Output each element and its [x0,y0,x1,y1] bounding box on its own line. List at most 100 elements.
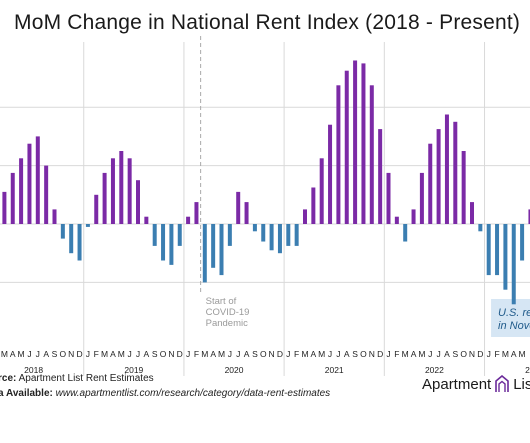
year-label: 2021 [325,365,344,375]
month-tick-label: M [101,349,108,359]
month-tick-label: N [68,349,74,359]
bar [461,151,466,224]
bar [378,129,383,224]
year-label: 2019 [124,365,143,375]
bar [244,202,249,224]
month-tick-label: A [10,349,16,359]
bar [319,158,324,224]
month-tick-label: D [377,349,383,359]
bar [311,187,316,224]
month-tick-label: F [194,349,199,359]
bar [520,224,525,261]
bar [386,172,391,224]
month-tick-label: J [428,349,432,359]
bar [486,224,491,276]
month-tick-label: M [301,349,308,359]
source-label: rce: [0,373,17,384]
bar [436,129,441,224]
bar [27,143,32,224]
month-tick-label: J [286,349,290,359]
bar [52,209,57,224]
month-tick-label: J [436,349,440,359]
month-tick-label: S [452,349,458,359]
callout-text: in Novemb [498,320,530,332]
bar [94,194,99,224]
month-tick-label: S [252,349,258,359]
month-tick-label: M [1,349,8,359]
bar [419,172,424,224]
bar [403,224,408,242]
bar [303,209,307,224]
chart-title: MoM Change in National Rent Index (2018 … [14,11,521,34]
bar [453,121,458,224]
bar [2,191,7,224]
month-tick-label: M [118,349,125,359]
bar [478,224,483,232]
bar [144,216,149,224]
bar [35,136,40,224]
month-tick-label: J [386,349,390,359]
month-tick-label: J [236,349,240,359]
bar [152,224,157,246]
year-label: 2022 [425,365,444,375]
bar [69,224,74,254]
month-tick-label: M [402,349,409,359]
month-tick-label: M [418,349,425,359]
month-tick-label: J [328,349,332,359]
month-tick-label: A [43,349,49,359]
month-tick-label: A [144,349,150,359]
bar [294,224,299,246]
callout-box [491,299,530,337]
month-tick-label: J [487,349,491,359]
brand-logo: Apartment Lis [422,371,530,397]
month-tick-label: J [136,349,140,359]
month-tick-label: J [86,349,90,359]
bar [269,224,274,251]
bar [286,224,291,246]
available-url[interactable]: www.apartmentlist.com/research/category/… [55,388,331,399]
source-line: rce: Apartment List Rent Estimates [0,373,154,384]
month-tick-label: M [218,349,225,359]
month-tick-label: F [494,349,499,359]
bar [511,224,516,305]
bar [428,143,433,224]
month-tick-label: N [369,349,375,359]
bar [336,85,341,224]
month-tick-label: D [76,349,82,359]
bar [361,63,366,225]
bar [277,224,282,254]
month-tick-label: F [394,349,399,359]
month-tick-label: O [360,349,367,359]
building-icon [495,375,510,392]
bar [60,224,65,239]
month-tick-label: M [502,349,509,359]
bar [169,224,174,265]
month-tick-label: J [228,349,232,359]
month-tick-label: D [277,349,283,359]
bar [411,209,416,224]
bar [186,216,191,224]
month-tick-label: N [269,349,275,359]
month-tick-label: N [469,349,475,359]
month-tick-label: M [519,349,526,359]
bar [353,60,358,225]
bar [127,158,132,224]
month-tick-label: N [168,349,174,359]
month-tick-label: A [110,349,116,359]
bar [110,158,115,224]
year-label: 2018 [24,365,43,375]
bar [44,165,49,224]
month-tick-label: S [152,349,158,359]
month-tick-label: O [460,349,467,359]
bar [119,151,124,224]
covid-annotation-text: Start of [206,296,237,307]
month-tick-label: O [60,349,67,359]
bar [19,158,24,224]
month-tick-label: M [18,349,25,359]
month-tick-label: A [411,349,417,359]
bar [102,172,107,224]
month-tick-label: A [311,349,317,359]
month-tick-label: S [352,349,358,359]
bar [177,224,182,246]
bar [369,85,374,224]
